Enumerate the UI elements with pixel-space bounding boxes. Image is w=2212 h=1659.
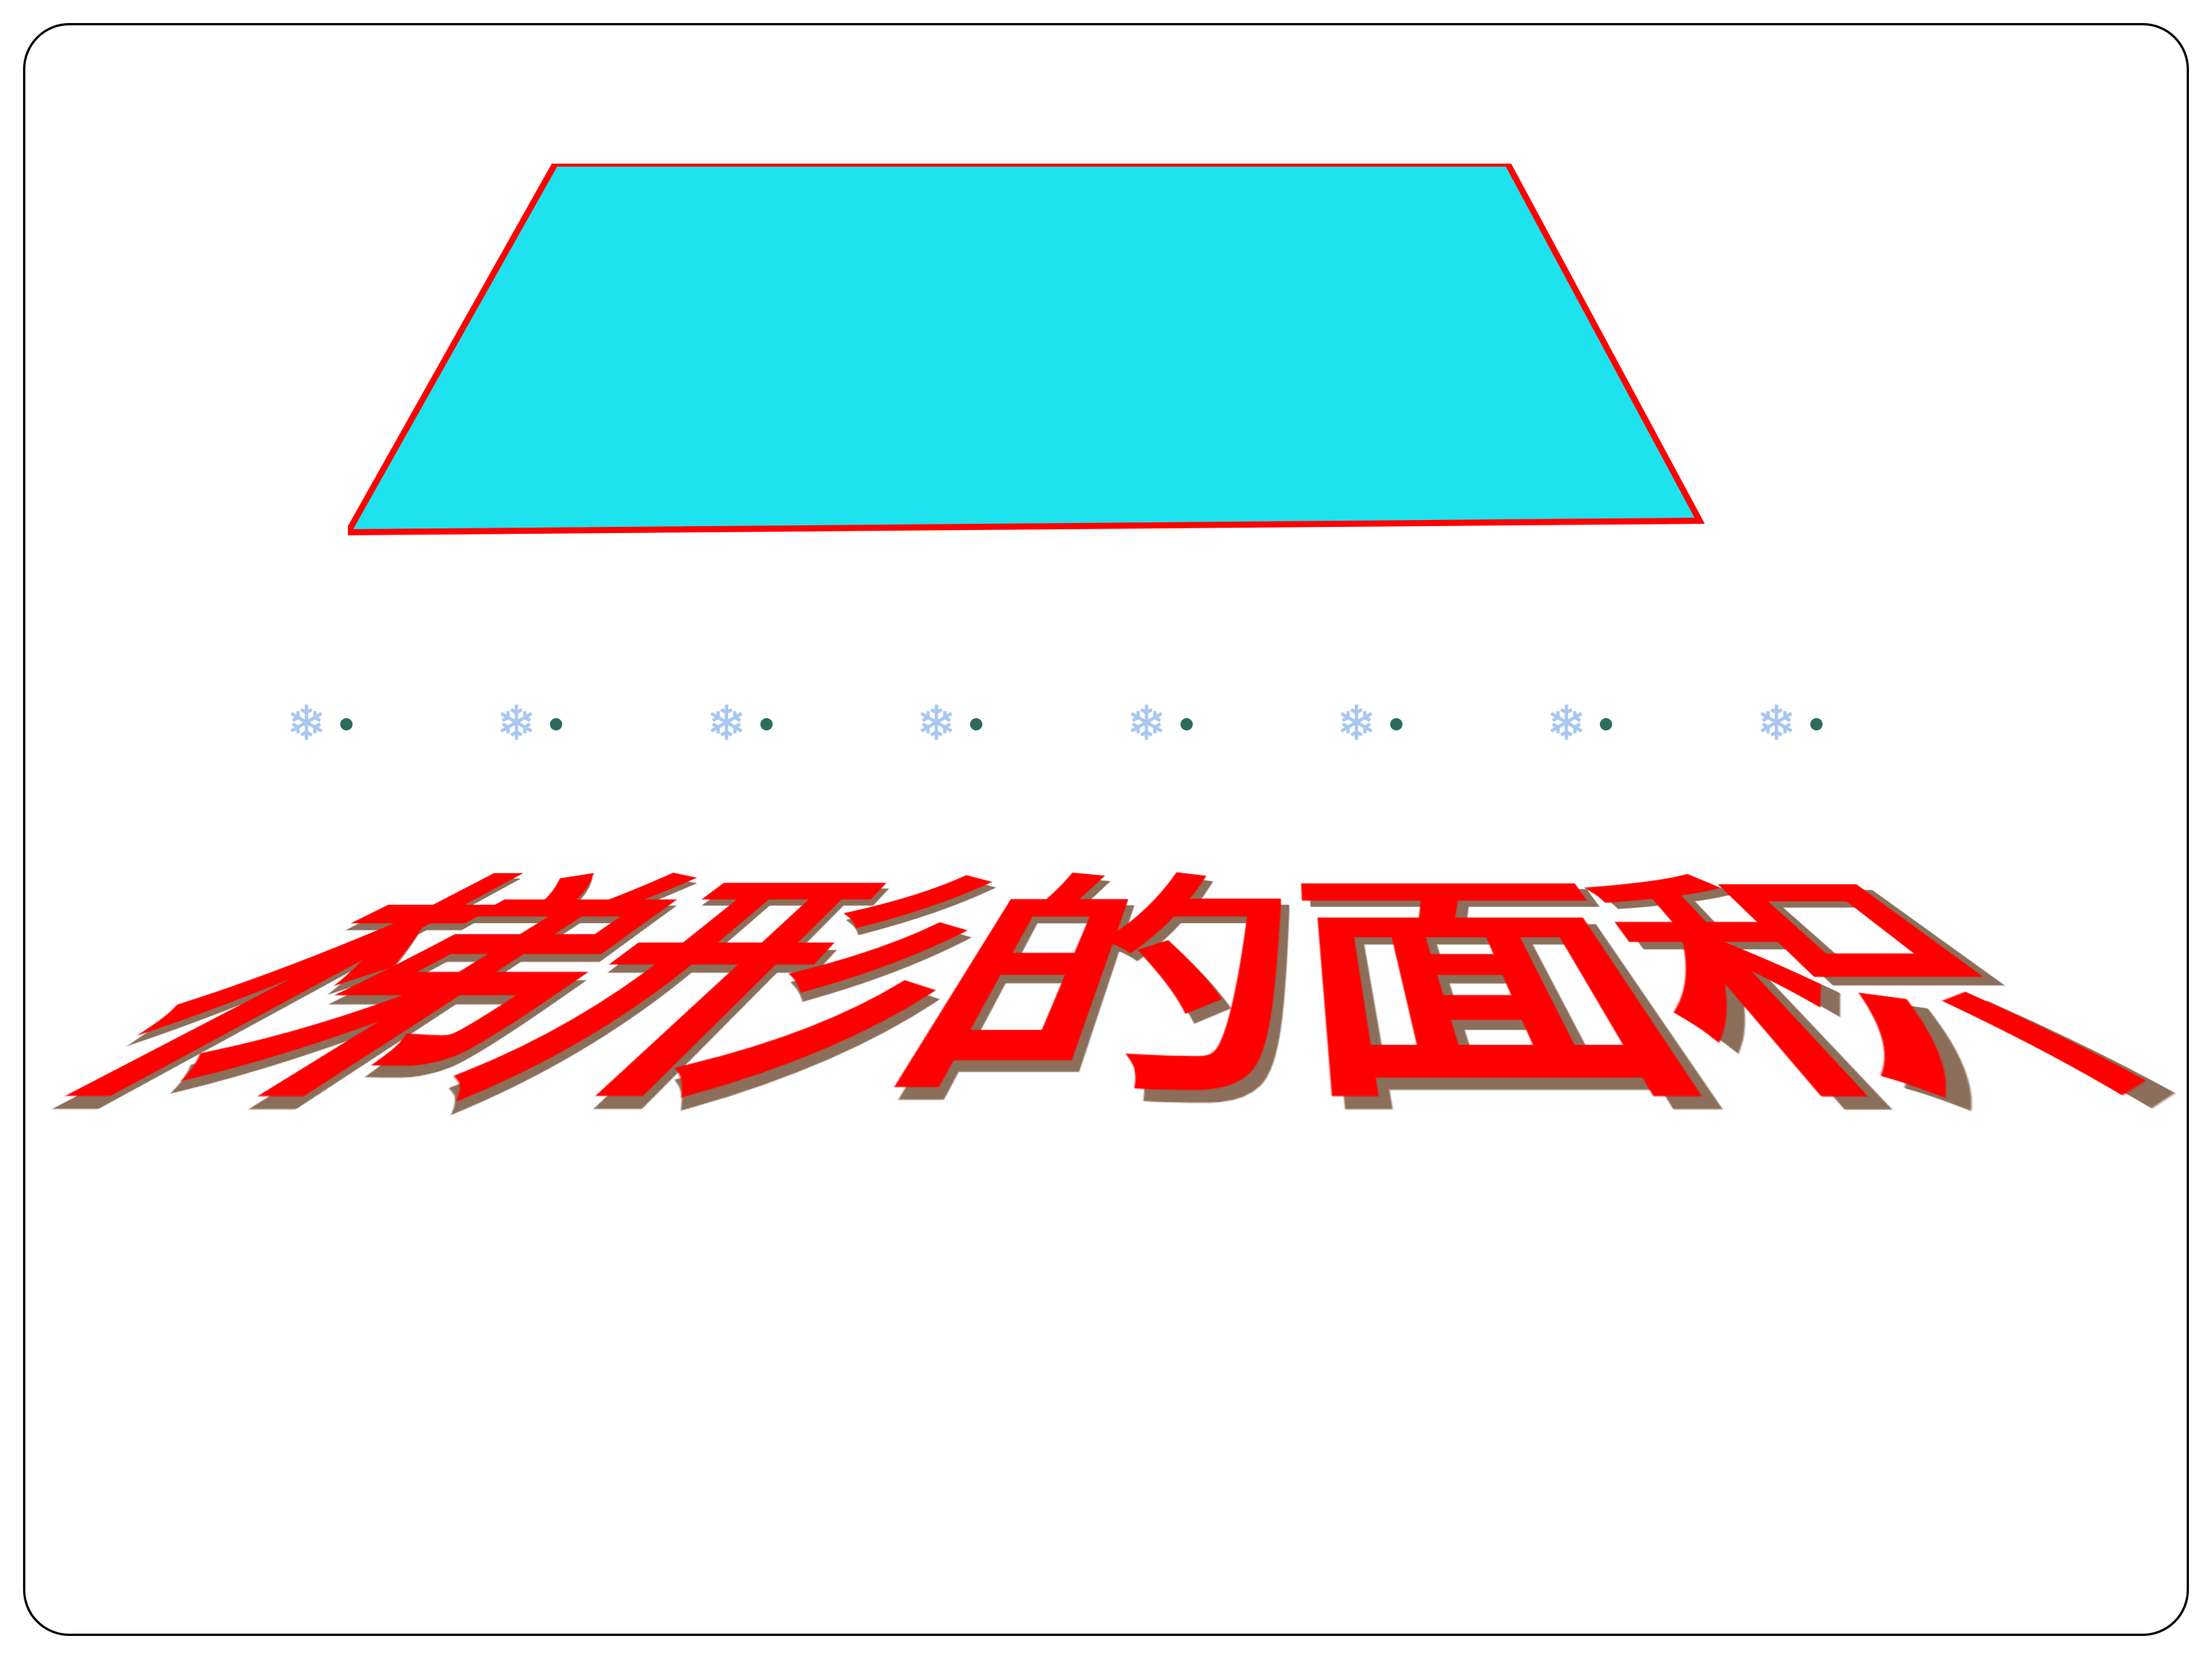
- slide-frame: ❄ ❄ ❄ ❄ ❄ ❄ ❄ ❄ 梯形的面积 梯形的面积: [23, 23, 2189, 1636]
- snowflake-item: ❄: [496, 700, 562, 748]
- dot-icon: [550, 718, 562, 730]
- dot-icon: [340, 718, 353, 730]
- snowflake-item: ❄: [286, 700, 353, 748]
- snowflake-item: ❄: [1757, 700, 1823, 748]
- dot-icon: [970, 718, 982, 730]
- snowflake-item: ❄: [707, 700, 773, 748]
- dot-icon: [760, 718, 773, 730]
- snowflake-item: ❄: [1547, 700, 1613, 748]
- snowflake-item: ❄: [1336, 700, 1402, 748]
- snowflake-item: ❄: [1127, 700, 1193, 748]
- title-3d-text: 梯形的面积 梯形的面积: [240, 832, 1930, 1231]
- snowflake-icon: ❄: [1127, 700, 1167, 748]
- title-label: 梯形的面积: [0, 832, 2212, 1174]
- snowflake-icon: ❄: [1547, 700, 1587, 748]
- snowflake-icon: ❄: [916, 700, 956, 748]
- trapezoid-shape: [348, 164, 1707, 548]
- dot-icon: [1600, 718, 1612, 730]
- dot-icon: [1181, 718, 1193, 730]
- snowflake-icon: ❄: [496, 700, 536, 748]
- snowflake-item: ❄: [916, 700, 982, 748]
- dot-icon: [1810, 718, 1823, 730]
- dot-icon: [1390, 718, 1402, 730]
- snowflake-icon: ❄: [707, 700, 747, 748]
- snowflake-icon: ❄: [286, 700, 326, 748]
- snowflake-icon: ❄: [1757, 700, 1796, 748]
- snowflake-icon: ❄: [1336, 700, 1376, 748]
- snowflake-decoration-row: ❄ ❄ ❄ ❄ ❄ ❄ ❄ ❄: [286, 694, 1823, 755]
